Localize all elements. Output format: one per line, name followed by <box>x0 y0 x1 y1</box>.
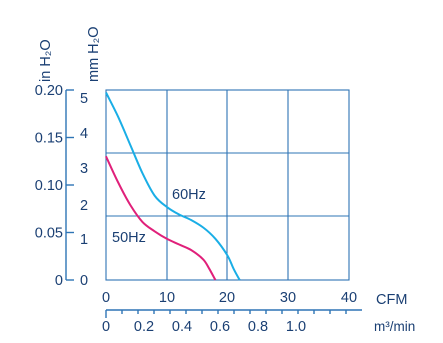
x-m3-tick-label: 0 <box>102 319 110 335</box>
y-outer-tick-label: 0 <box>55 273 63 289</box>
y-axis-inner-label: mm H₂O <box>86 26 102 82</box>
y-inner-tick-label: 5 <box>80 91 88 107</box>
x-m3-tick-label: 0.6 <box>210 319 230 335</box>
y-inner-tick-label: 2 <box>80 198 88 214</box>
series-line-60hz <box>105 92 241 281</box>
y-inner-tick-label: 1 <box>80 232 88 248</box>
x-cfm-tick-label: 10 <box>159 290 175 306</box>
y-outer-tick-label: 0.20 <box>35 83 63 99</box>
y-outer-tick-label: 0.15 <box>35 131 63 147</box>
x-axis-cfm: 0 10 20 30 40 CFM <box>102 290 407 308</box>
series-label-60hz: 60Hz <box>172 187 206 203</box>
x-cfm-tick-label: 20 <box>219 290 235 306</box>
y-axis-inner: 5 4 3 2 1 0 <box>80 91 88 289</box>
series-label-50hz: 50Hz <box>112 230 146 246</box>
y-axis-outer: 0.20 0.15 0.10 0.05 0 <box>35 83 74 289</box>
y-inner-tick-label: 3 <box>80 161 88 177</box>
series-line-50hz <box>105 155 217 281</box>
x-cfm-tick-label: 30 <box>280 290 296 306</box>
y-axis-outer-label: in H₂O <box>38 39 54 82</box>
x-m3-tick-label: 1.0 <box>286 319 306 335</box>
x-m3-axis-label: m³/min <box>374 319 415 334</box>
x-axis-m3: 0 0.2 0.4 0.6 0.8 1.0 m³/min <box>102 309 415 335</box>
x-cfm-tick-label: 0 <box>102 290 110 306</box>
x-m3-tick-label: 0.2 <box>134 319 154 335</box>
x-cfm-tick-label: 40 <box>341 290 357 306</box>
y-outer-tick-label: 0.05 <box>35 226 63 242</box>
series-layer <box>105 92 241 281</box>
y-inner-tick-label: 4 <box>80 126 88 142</box>
y-inner-tick-label: 0 <box>80 273 88 289</box>
x-m3-tick-label: 0.8 <box>248 319 268 335</box>
y-outer-tick-label: 0.10 <box>35 178 63 194</box>
x-m3-tick-label: 0.4 <box>172 319 192 335</box>
x-cfm-axis-label: CFM <box>376 292 407 308</box>
plot-grid <box>105 89 350 281</box>
